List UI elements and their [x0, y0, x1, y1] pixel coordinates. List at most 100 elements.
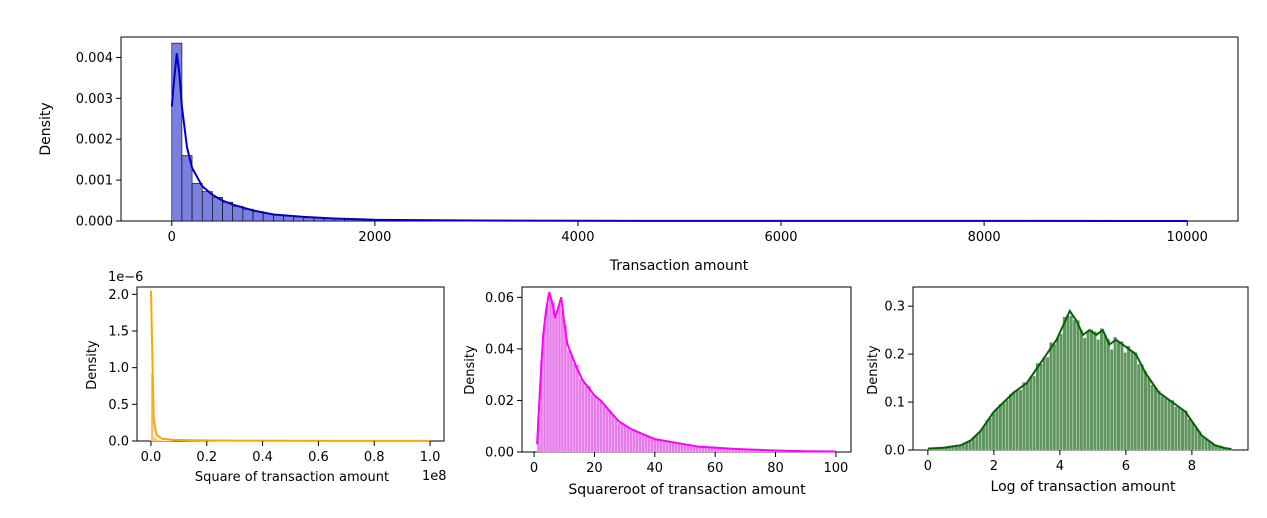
- chart-3-bar: [599, 399, 603, 453]
- chart-3-bar: [560, 310, 565, 453]
- chart-4-bar: [1163, 397, 1168, 451]
- chart-1: 0 2000 4000 6000 8000 10000 0.0000.0010.0020.…: [38, 36, 1239, 274]
- chart-4-xtick-label: 6: [1122, 459, 1130, 474]
- chart-3-bar: [575, 364, 580, 453]
- chart-3-ylabel: Density: [463, 345, 478, 395]
- chart-4-bar: [1035, 362, 1040, 451]
- chart-4-bar: [1001, 402, 1006, 451]
- chart-4-bar: [978, 431, 982, 451]
- chart-3-bar: [584, 385, 589, 453]
- chart-4-bar: [1032, 375, 1036, 451]
- chart-3-bar: [578, 378, 583, 453]
- chart-4-ytick-label: 0.0: [884, 444, 905, 459]
- chart-1-ytick-label: 0.002: [76, 133, 113, 148]
- chart-3-bar: [605, 409, 609, 453]
- chart-3-bar: [686, 444, 690, 453]
- chart-4-bar: [1200, 436, 1205, 451]
- chart-4-bar: [1126, 345, 1131, 451]
- chart-4-bar: [1076, 320, 1080, 451]
- chart-4-bar: [988, 417, 993, 451]
- chart-4-bar: [1120, 341, 1124, 451]
- chart-4-bar: [998, 403, 1003, 451]
- chart-3-bar: [671, 441, 675, 453]
- chart-3-xticks: 0 20 40 60 80 100: [530, 452, 848, 476]
- chart-3-bar: [647, 436, 651, 453]
- chart-3-bar: [593, 396, 598, 453]
- chart-4-bar: [1005, 400, 1009, 451]
- chart-1-bar: [201, 191, 213, 222]
- chart-4-bar: [1177, 407, 1182, 451]
- chart-4-bar: [1008, 393, 1013, 451]
- chart-3-bar: [554, 317, 559, 453]
- chart-4-bar: [1072, 319, 1077, 451]
- chart-3-bar: [656, 438, 660, 453]
- chart-3-xtick-label: 20: [586, 461, 603, 476]
- chart-1-ytick-label: 0.000: [76, 215, 113, 230]
- chart-3-bar: [641, 434, 645, 453]
- chart-4: 0 2 4 6 8 0.0 0.1 0.2 0.3 Log of transaction am…: [866, 286, 1249, 495]
- chart-2-bar: [153, 437, 157, 442]
- chart-3-bar: [551, 302, 556, 453]
- chart-1-bar: [191, 183, 203, 222]
- chart-3-bar: [596, 398, 600, 453]
- chart-3-bar: [581, 381, 586, 453]
- chart-4-bar: [1103, 334, 1107, 451]
- chart-3-bar: [545, 304, 550, 453]
- chart-2-ytick-label: 0.0: [108, 435, 129, 450]
- chart-4-bar: [1157, 390, 1161, 451]
- chart-4-ytick-label: 0.3: [884, 300, 905, 315]
- chart-1-plot-frame: [120, 36, 1239, 222]
- chart-4-bar: [1069, 315, 1074, 451]
- chart-3-xtick-label: 0: [530, 461, 538, 476]
- chart-2-bar: [159, 440, 163, 442]
- chart-2-x-offset: 1e8: [422, 469, 447, 484]
- chart-4-bar: [1066, 315, 1070, 451]
- chart-3-bar: [626, 426, 630, 453]
- chart-4-xtick-label: 2: [990, 459, 998, 474]
- chart-1-ytick-label: 0.001: [76, 174, 113, 189]
- chart-2-xtick-label: 0.4: [252, 450, 273, 465]
- chart-4-xtick-label: 8: [1188, 459, 1196, 474]
- chart-4-bar: [1160, 396, 1165, 451]
- chart-4-bar: [1045, 356, 1050, 451]
- chart-1-ylabel: Density: [38, 102, 54, 155]
- chart-4-bars: [927, 315, 1232, 451]
- chart-2: 0.0 0.2 0.4 0.6 0.8 1.0 0.00.51.01.52.0 1e−6 …: [85, 270, 447, 485]
- chart-1-xtick-label: 4000: [561, 230, 594, 245]
- chart-3-bar: [698, 446, 702, 453]
- chart-4-bar: [1093, 331, 1097, 451]
- chart-3-bar: [569, 354, 574, 453]
- chart-2-ytick-label: 0.5: [108, 398, 129, 413]
- chart-3-xtick-label: 80: [767, 461, 784, 476]
- chart-4-bar: [1099, 328, 1104, 451]
- chart-4-xtick-label: 4: [1056, 459, 1064, 474]
- chart-4-ytick-label: 0.2: [884, 348, 905, 363]
- chart-1-xtick-label: 0: [168, 230, 176, 245]
- chart-1-ytick-label: 0.004: [76, 51, 113, 66]
- chart-3-yticks: 0.00 0.02 0.04 0.06: [485, 291, 522, 461]
- chart-2-ytick-label: 1.5: [108, 325, 129, 340]
- chart-4-bar: [1079, 330, 1084, 451]
- chart-2-xtick-label: 0.6: [308, 450, 329, 465]
- chart-1-ytick-label: 0.003: [76, 92, 113, 107]
- chart-4-bar: [1184, 410, 1188, 451]
- chart-4-bar: [1130, 350, 1134, 451]
- chart-3-bar: [608, 410, 612, 453]
- chart-4-bar: [981, 426, 986, 451]
- chart-4-bar: [1055, 337, 1060, 451]
- chart-2-y-offset: 1e−6: [108, 270, 143, 285]
- chart-3-bar: [653, 439, 657, 453]
- chart-4-bar: [1059, 333, 1063, 451]
- chart-2-yticks: 0.0 0.5 1.0 1.5 2.0: [108, 288, 137, 450]
- chart-4-bar: [1028, 376, 1033, 451]
- chart-4-bar: [1140, 364, 1144, 451]
- chart-2-xtick-label: 0.8: [364, 450, 385, 465]
- chart-4-bar: [1106, 339, 1111, 451]
- chart-2-xtick-label: 1.0: [420, 450, 441, 465]
- chart-3-bar: [662, 440, 666, 453]
- chart-4-bar: [1012, 391, 1016, 451]
- chart-4-bar: [1062, 316, 1067, 451]
- chart-3-bar: [611, 414, 615, 453]
- chart-4-bar: [974, 435, 979, 451]
- chart-4-bar: [1049, 342, 1053, 451]
